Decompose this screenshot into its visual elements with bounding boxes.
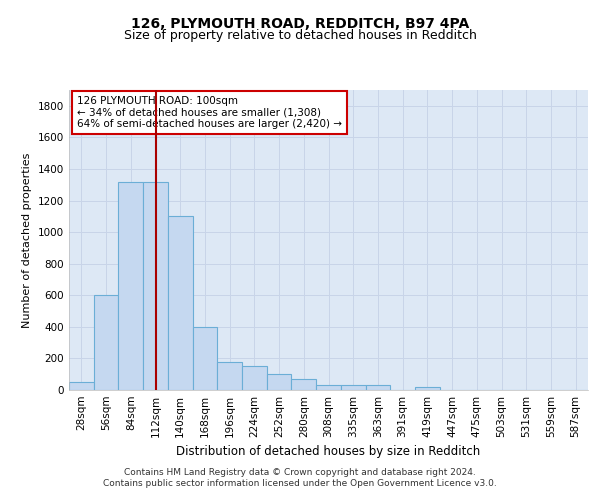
Bar xyxy=(143,182,168,390)
Text: Contains HM Land Registry data © Crown copyright and database right 2024.
Contai: Contains HM Land Registry data © Crown c… xyxy=(103,468,497,487)
Text: 126, PLYMOUTH ROAD, REDDITCH, B97 4PA: 126, PLYMOUTH ROAD, REDDITCH, B97 4PA xyxy=(131,18,469,32)
Bar xyxy=(415,387,440,390)
Text: Size of property relative to detached houses in Redditch: Size of property relative to detached ho… xyxy=(124,29,476,42)
Bar xyxy=(267,374,292,390)
Bar xyxy=(341,386,365,390)
Text: 126 PLYMOUTH ROAD: 100sqm
← 34% of detached houses are smaller (1,308)
64% of se: 126 PLYMOUTH ROAD: 100sqm ← 34% of detac… xyxy=(77,96,342,129)
Bar xyxy=(217,362,242,390)
Bar xyxy=(242,366,267,390)
Bar xyxy=(365,386,390,390)
X-axis label: Distribution of detached houses by size in Redditch: Distribution of detached houses by size … xyxy=(176,446,481,458)
Bar xyxy=(193,327,217,390)
Bar xyxy=(94,296,118,390)
Y-axis label: Number of detached properties: Number of detached properties xyxy=(22,152,32,328)
Bar xyxy=(118,182,143,390)
Bar xyxy=(316,386,341,390)
Bar xyxy=(168,216,193,390)
Bar xyxy=(292,379,316,390)
Bar xyxy=(69,382,94,390)
